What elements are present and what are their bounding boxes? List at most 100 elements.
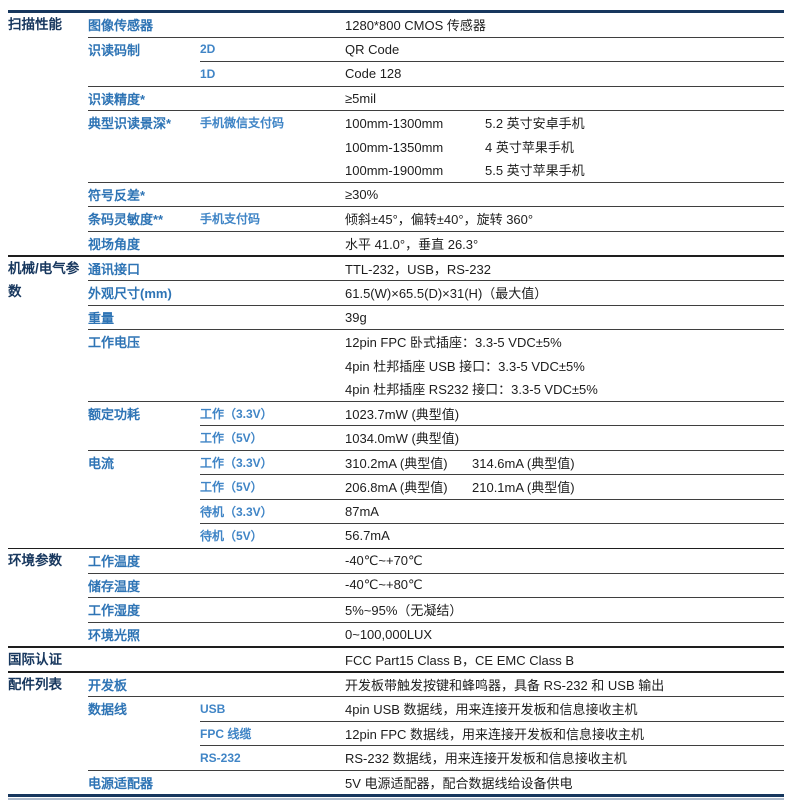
value-cell: ≥30% xyxy=(345,186,379,202)
value-cell: RS-232 数据线，用来连接开发板和信息接收主机 xyxy=(345,751,627,767)
section-divider xyxy=(8,646,784,648)
param-cell: 视场角度 xyxy=(88,236,141,252)
section-mechanical-electrical: 机械/电气参数 通讯接口 TTL-232，USB，RS-232 外观尺寸(mm)… xyxy=(8,257,784,548)
value-cell: 4pin 杜邦插座 USB 接口：3.3-5 VDC±5% xyxy=(345,358,585,374)
param-cell: 条码灵敏度** xyxy=(88,212,164,228)
param-cell: 额定功耗 xyxy=(88,406,141,422)
row-divider xyxy=(88,769,784,771)
spec-row: 待机（5V） 56.7mA xyxy=(88,524,784,548)
spec-row: 典型识读景深* 手机微信支付码 100mm-1300mm 5.2 英寸安卓手机 xyxy=(88,111,784,135)
row-divider xyxy=(200,425,784,426)
spec-row: 待机（3.3V） 87mA xyxy=(88,500,784,524)
value-cell: TTL-232，USB，RS-232 xyxy=(345,261,491,277)
spec-row: 储存温度 -40℃~+80℃ xyxy=(88,574,784,598)
spec-row: 开发板 开发板带触发按键和蜂鸣器，具备 RS-232 和 USB 输出 xyxy=(88,673,784,697)
param-cell: 储存温度 xyxy=(88,578,141,594)
value-cell: QR Code xyxy=(345,41,400,57)
section-divider xyxy=(8,547,784,549)
value-cell: FCC Part15 Class B，CE EMC Class B xyxy=(345,652,574,668)
section-divider xyxy=(8,255,784,257)
spec-row: 外观尺寸(mm) 61.5(W)×65.5(D)×31(H)（最大值） xyxy=(88,281,784,305)
spec-row: 4pin 杜邦插座 RS232 接口：3.3-5 VDC±5% xyxy=(88,377,784,401)
row-divider xyxy=(88,597,784,598)
spec-row: FCC Part15 Class B，CE EMC Class B xyxy=(88,648,784,672)
sub-cell: 2D xyxy=(200,42,216,57)
sub-cell: 工作（3.3V） xyxy=(200,406,273,421)
value-cell: Code 128 xyxy=(345,66,402,82)
value-part-2: 210.1mA (典型值) xyxy=(472,480,575,496)
row-divider xyxy=(88,230,784,232)
row-divider xyxy=(88,181,784,183)
row-divider xyxy=(88,329,784,330)
param-cell: 通讯接口 xyxy=(88,261,141,277)
param-cell: 工作温度 xyxy=(88,554,141,570)
spec-row: 工作电压 12pin FPC 卧式插座：3.3-5 VDC±5% xyxy=(88,330,784,354)
param-cell: 识读精度* xyxy=(88,91,146,107)
sub-cell: 1D xyxy=(200,66,216,81)
spec-row: 环境光照 0~100,000LUX xyxy=(88,623,784,647)
spec-row: 识读码制 2D QR Code xyxy=(88,38,784,62)
value-cell: 87mA xyxy=(345,503,379,519)
row-divider xyxy=(200,720,784,722)
value-cell: 1023.7mW (典型值) xyxy=(345,406,460,422)
section-content: 工作温度 -40℃~+70℃ 储存温度 -40℃~+80℃ 工作湿度 5%~95… xyxy=(88,549,784,646)
value-cell: 56.7mA xyxy=(345,528,390,544)
spec-row: 电流 工作（3.3V） 310.2mA (典型值) 314.6mA (典型值) xyxy=(88,451,784,475)
row-divider xyxy=(88,280,784,281)
value-cell: 100mm-1350mm 4 英寸苹果手机 xyxy=(345,137,784,156)
spec-row: 图像传感器 1280*800 CMOS 传感器 xyxy=(88,13,784,37)
value-cell: -40℃~+80℃ xyxy=(345,577,423,593)
section-scan-performance: 扫描性能 图像传感器 1280*800 CMOS 传感器 识读码制 2D QR … xyxy=(8,13,784,255)
value-part-1: 100mm-1300mm xyxy=(345,116,444,132)
value-cell: -40℃~+70℃ xyxy=(345,552,423,568)
value-cell: 4pin 杜邦插座 RS232 接口：3.3-5 VDC±5% xyxy=(345,382,598,398)
row-divider xyxy=(88,449,784,451)
value-cell: 12pin FPC 数据线，用来连接开发板和信息接收主机 xyxy=(345,726,645,742)
sub-cell: 待机（5V） xyxy=(200,529,263,544)
row-divider xyxy=(88,85,784,87)
param-cell: 符号反差* xyxy=(88,187,146,203)
param-cell: 外观尺寸(mm) xyxy=(88,286,172,302)
value-part-2: 314.6mA (典型值) xyxy=(472,455,575,471)
category-cell: 国际认证 xyxy=(8,651,62,667)
row-divider xyxy=(88,304,784,306)
spec-row: 工作温度 -40℃~+70℃ xyxy=(88,549,784,573)
value-cell: 12pin FPC 卧式插座：3.3-5 VDC±5% xyxy=(345,335,562,351)
spec-row: 1D Code 128 xyxy=(88,62,784,86)
param-cell: 工作湿度 xyxy=(88,603,141,619)
spec-row: 识读精度* ≥5mil xyxy=(88,87,784,111)
row-divider xyxy=(200,745,784,746)
category-cell: 环境参数 xyxy=(8,553,62,568)
value-cell: 倾斜±45°，偏转±40°，旋转 360° xyxy=(345,212,534,228)
value-part-2: 5.5 英寸苹果手机 xyxy=(485,163,585,179)
category-cell: 机械/电气参数 xyxy=(8,260,80,300)
row-divider xyxy=(88,400,784,402)
param-cell: 工作电压 xyxy=(88,335,141,351)
spec-row: 电源适配器 5V 电源适配器，配合数据线给设备供电 xyxy=(88,771,784,795)
spec-row: 100mm-1900mm 5.5 英寸苹果手机 xyxy=(88,158,784,182)
value-cell: 100mm-1900mm 5.5 英寸苹果手机 xyxy=(345,160,784,179)
spec-row: FPC 线缆 12pin FPC 数据线，用来连接开发板和信息接收主机 xyxy=(88,722,784,746)
sub-cell: 手机支付码 xyxy=(200,212,261,227)
spec-row: 4pin 杜邦插座 USB 接口：3.3-5 VDC±5% xyxy=(88,354,784,378)
value-cell: 5V 电源适配器，配合数据线给设备供电 xyxy=(345,775,573,791)
param-cell: 电流 xyxy=(88,455,115,471)
row-divider xyxy=(88,206,784,207)
section-certifications: 国际认证 FCC Part15 Class B，CE EMC Class B xyxy=(8,648,784,672)
value-part-1: 100mm-1350mm xyxy=(345,139,444,155)
row-divider xyxy=(88,572,784,574)
value-part-1: 100mm-1900mm xyxy=(345,163,444,179)
value-cell: 水平 41.0°，垂直 26.3° xyxy=(345,236,479,252)
param-cell: 数据线 xyxy=(88,702,128,718)
row-divider xyxy=(88,36,784,38)
sub-cell: 工作（5V） xyxy=(200,480,263,495)
row-divider xyxy=(200,523,784,524)
spec-row: 条码灵敏度** 手机支付码 倾斜±45°，偏转±40°，旋转 360° xyxy=(88,207,784,231)
param-cell: 图像传感器 xyxy=(88,18,154,34)
spec-row: 工作（5V） 206.8mA (典型值) 210.1mA (典型值) xyxy=(88,475,784,499)
spec-row: 100mm-1350mm 4 英寸苹果手机 xyxy=(88,135,784,159)
value-cell: 1280*800 CMOS 传感器 xyxy=(345,18,486,34)
value-part-2: 4 英寸苹果手机 xyxy=(485,139,574,155)
category-cell: 扫描性能 xyxy=(8,17,62,32)
spec-row: 通讯接口 TTL-232，USB，RS-232 xyxy=(88,257,784,281)
